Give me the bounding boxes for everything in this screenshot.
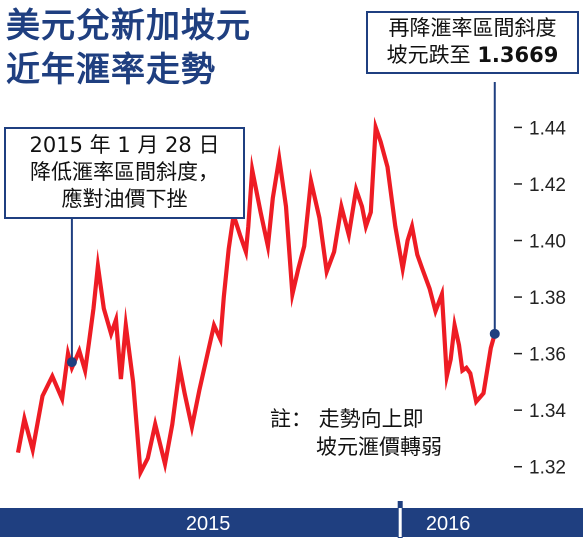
annotation-right-line-2: 坡元跌至 1.3669 bbox=[368, 42, 577, 69]
y-tick-label: 1.42 bbox=[529, 175, 566, 196]
exchange-rate-line bbox=[15, 116, 497, 480]
x-axis-labels: 2015 2016 bbox=[186, 513, 471, 535]
year-divider-line bbox=[398, 508, 402, 537]
y-tick-label: 1.36 bbox=[529, 345, 566, 366]
annotation-right-value: 1.3669 bbox=[477, 43, 559, 67]
chart-title-line-1: 美元兌新加坡元 bbox=[6, 6, 251, 46]
annotation-marker bbox=[489, 328, 500, 339]
x-period-label: 2015 bbox=[186, 513, 231, 535]
annotation-box-jan-2015: 2015 年 1 月 28 日 降低滙率區間斜度， 應對油價下挫 bbox=[4, 127, 245, 219]
annotation-box-2016: 再降滙率區間斜度 坡元跌至 1.3669 bbox=[366, 11, 579, 74]
x-period-label: 2016 bbox=[426, 513, 471, 535]
annotation-right-line-1: 再降滙率區間斜度 bbox=[388, 16, 557, 40]
annotation-marker bbox=[66, 357, 77, 368]
x-axis-band bbox=[0, 508, 583, 537]
annotation-left-line-2: 降低滙率區間斜度， bbox=[30, 160, 219, 184]
annotation-left-line-1: 2015 年 1 月 28 日 bbox=[29, 133, 220, 157]
y-axis: 1.32 1.34 1.36 1.38 1.40 1.42 1.44 bbox=[514, 118, 566, 479]
chart-title-line-2: 近年滙率走勢 bbox=[6, 50, 216, 90]
y-tick-label: 1.44 bbox=[529, 118, 566, 139]
annotation-left-line-3: 應對油價下挫 bbox=[61, 187, 188, 211]
annotation-right-prefix: 坡元跌至 bbox=[386, 43, 478, 67]
note-line-2: 坡元滙價轉弱 bbox=[316, 435, 442, 459]
y-tick-label: 1.38 bbox=[529, 288, 566, 309]
chart-note: 註： 走勢向上即 坡元滙價轉弱 bbox=[270, 405, 442, 461]
annotation-markers bbox=[66, 328, 500, 368]
y-tick-label: 1.32 bbox=[529, 458, 566, 479]
y-tick-label: 1.34 bbox=[529, 401, 566, 422]
annotation-leaders bbox=[70, 82, 496, 363]
y-tick-label: 1.40 bbox=[529, 232, 566, 253]
note-line-1: 註： 走勢向上即 bbox=[270, 407, 424, 431]
